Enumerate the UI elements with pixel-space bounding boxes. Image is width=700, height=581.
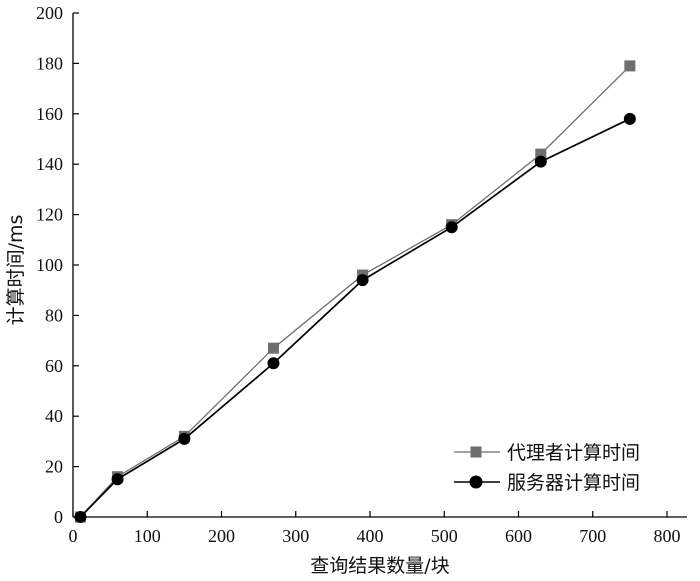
- series-line: [79, 118, 631, 518]
- data-point-square: [624, 60, 636, 72]
- x-tick-label: 200: [208, 526, 235, 546]
- data-point-circle: [534, 155, 547, 168]
- y-tick-label: 160: [36, 104, 63, 124]
- legend-item-proxy: 代理者计算时间: [454, 442, 640, 464]
- series-line: [79, 65, 631, 518]
- data-point-circle: [74, 511, 87, 523]
- x-tick-label: 300: [282, 526, 309, 546]
- y-tick-label: 120: [36, 205, 63, 225]
- data-point-circle: [267, 357, 280, 370]
- y-tick-label: 40: [45, 406, 63, 426]
- x-axis-title: 查询结果数量/块: [310, 555, 449, 577]
- legend-marker-circle: [469, 475, 483, 489]
- y-ticks: 0 20 40 60 80 100 120 140 160 180 200: [36, 3, 79, 527]
- data-point-circle: [178, 432, 191, 445]
- legend-item-server: 服务器计算时间: [454, 472, 640, 494]
- x-tick-label: 500: [431, 526, 458, 546]
- data-point-square: [535, 148, 547, 160]
- legend-label-proxy: 代理者计算时间: [507, 442, 640, 464]
- series-2: [74, 112, 636, 523]
- series-layer: [74, 60, 636, 523]
- x-tick-label: 800: [654, 526, 681, 546]
- legend-label-server: 服务器计算时间: [507, 472, 640, 494]
- y-tick-label: 20: [45, 457, 63, 477]
- data-point-circle: [356, 274, 369, 287]
- y-tick-label: 100: [36, 255, 63, 275]
- data-point-circle: [111, 473, 124, 486]
- x-tick-label: 0: [69, 526, 78, 546]
- x-tick-label: 100: [134, 526, 161, 546]
- legend-marker-square: [470, 446, 482, 458]
- y-tick-label: 180: [36, 53, 63, 73]
- data-point-square: [267, 342, 279, 354]
- y-tick-label: 80: [45, 305, 63, 325]
- x-ticks: 0 100 200 300 400 500 600 700 800: [69, 511, 681, 546]
- y-tick-label: 0: [54, 507, 63, 527]
- legend: 代理者计算时间 服务器计算时间: [454, 442, 640, 494]
- y-tick-label: 140: [36, 154, 63, 174]
- x-tick-label: 600: [505, 526, 532, 546]
- y-axis-title: 计算时间/ms: [5, 215, 27, 326]
- data-point-circle: [623, 112, 636, 125]
- y-tick-label: 60: [45, 356, 63, 376]
- data-point-circle: [445, 221, 458, 234]
- x-tick-label: 400: [357, 526, 384, 546]
- x-tick-label: 700: [579, 526, 606, 546]
- y-tick-label: 200: [36, 3, 63, 23]
